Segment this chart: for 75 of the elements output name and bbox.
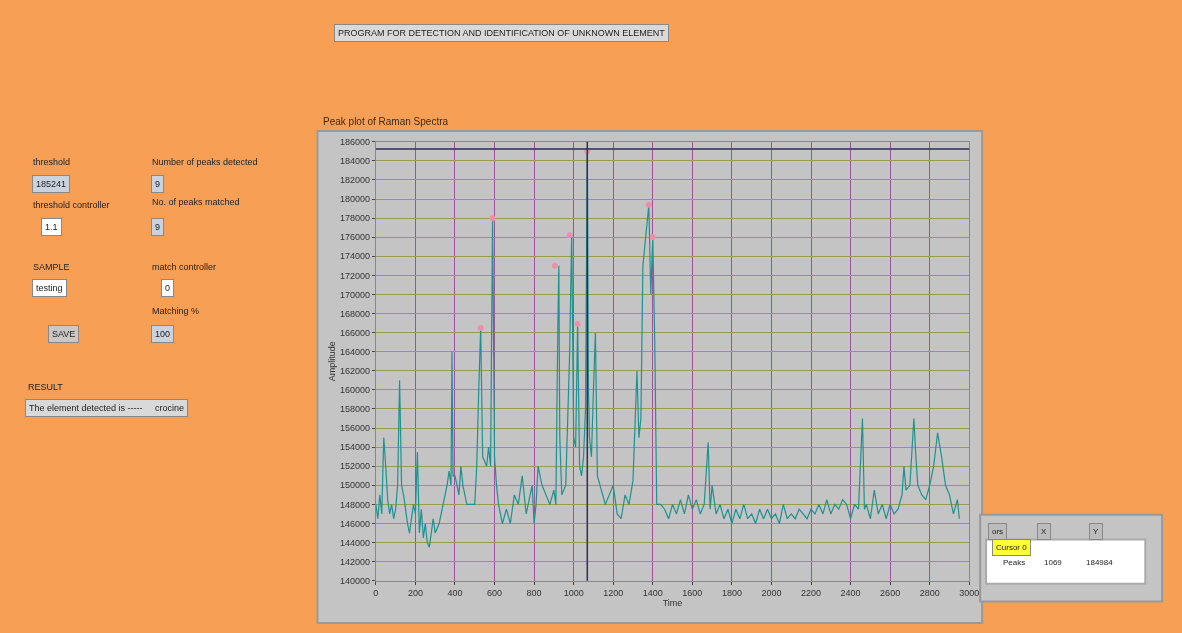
y-axis-title: Amplitude <box>327 341 338 382</box>
x-tick-label: 1000 <box>563 587 584 598</box>
x-tick-label: 2600 <box>880 587 901 598</box>
y-tick-label: 142000 <box>340 556 371 567</box>
text: Matching % <box>152 306 200 316</box>
x-tick-label: 2400 <box>840 587 861 598</box>
y-tick-label: 166000 <box>340 327 371 338</box>
y-tick-label: 152000 <box>340 461 371 472</box>
text: 9 <box>155 222 161 232</box>
y-tick-label: 158000 <box>340 404 371 415</box>
x-axis-title: Time <box>662 597 683 608</box>
y-tick-label: 170000 <box>340 289 371 300</box>
text: SAVE <box>52 329 76 339</box>
text: 0 <box>165 283 171 293</box>
x-tick-label: 600 <box>487 587 503 598</box>
x-tick-label: 1200 <box>603 587 624 598</box>
point <box>574 321 581 328</box>
y-tick-label: 140000 <box>340 575 371 586</box>
text: No. of peaks matched <box>152 197 240 207</box>
y-tick-label: 164000 <box>340 346 371 357</box>
x-tick-label: 200 <box>407 587 423 598</box>
y-tick-label: 180000 <box>340 194 371 205</box>
x-tick-label: 800 <box>526 587 542 598</box>
x-tick-label: 400 <box>447 587 463 598</box>
y-tick-label: 146000 <box>340 518 371 529</box>
x-tick-label: 1600 <box>682 587 703 598</box>
text: 184984 <box>1086 558 1114 567</box>
y-tick-label: 186000 <box>340 136 371 147</box>
y-tick-label: 176000 <box>340 232 371 243</box>
y-tick-label: 168000 <box>340 308 371 319</box>
text: The element detected is ----- crocine <box>29 403 185 413</box>
x-tick-label: 2200 <box>801 587 822 598</box>
y-tick-label: 162000 <box>340 365 371 376</box>
y-tick-label: 144000 <box>340 537 371 548</box>
text: Peaks <box>1003 558 1026 567</box>
y-tick-label: 148000 <box>340 499 371 510</box>
x-tick-label: 2800 <box>919 587 940 598</box>
x-tick-label: 0 <box>373 587 379 598</box>
text: ors <box>992 527 1004 536</box>
point <box>489 215 496 222</box>
text: 1069 <box>1044 558 1063 567</box>
text: 9 <box>155 179 161 189</box>
text: threshold <box>33 157 71 167</box>
x-tick-label: 1400 <box>642 587 663 598</box>
text: PROGRAM FOR DETECTION AND IDENTIFICATION OF UNKNOWN ELEMENT <box>338 28 666 38</box>
y-tick-label: 150000 <box>340 480 371 491</box>
x-tick-label: 1800 <box>721 587 742 598</box>
y-tick-label: 182000 <box>340 175 371 186</box>
text: 185241 <box>36 179 67 189</box>
y-tick-label: 178000 <box>340 213 371 224</box>
y-tick-label: 174000 <box>340 251 371 262</box>
text: match controller <box>152 262 217 272</box>
point <box>566 232 573 239</box>
x-tick-label: 3000 <box>959 587 980 598</box>
text: threshold controller <box>33 200 110 210</box>
y-tick-label: 160000 <box>340 385 371 396</box>
text: Number of peaks detected <box>152 157 258 167</box>
text: Cursor 0 <box>996 543 1028 552</box>
y-tick-label: 156000 <box>340 423 371 434</box>
y-tick-label: 184000 <box>340 156 371 167</box>
chart-title: Peak plot of Raman Spectra <box>323 116 449 127</box>
y-tick-label: 154000 <box>340 442 371 453</box>
point <box>649 234 656 241</box>
text: Y <box>1093 527 1099 536</box>
point <box>645 201 652 208</box>
point <box>477 324 484 331</box>
text: SAMPLE <box>33 262 70 272</box>
point <box>551 262 558 269</box>
text: X <box>1041 527 1047 536</box>
text: 100 <box>155 329 171 339</box>
text: testing <box>36 283 63 293</box>
text: RESULT <box>28 382 64 392</box>
x-tick-label: 2000 <box>761 587 782 598</box>
y-tick-label: 172000 <box>340 270 371 281</box>
text: 1.1 <box>45 222 58 232</box>
